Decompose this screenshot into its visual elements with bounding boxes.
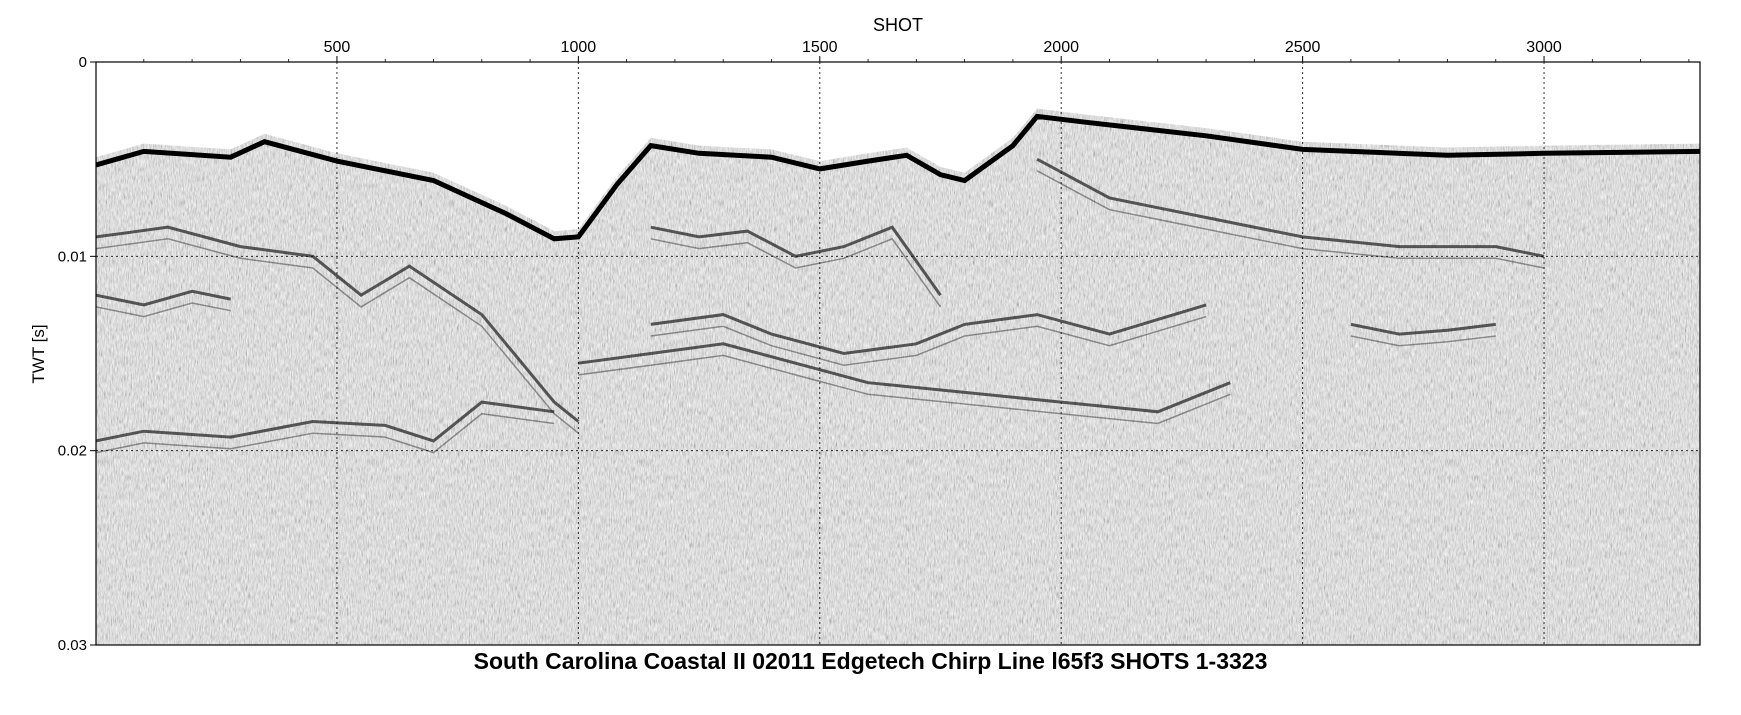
subbottom-reflector-3 bbox=[96, 400, 555, 443]
subbottom-reflector-6 bbox=[578, 342, 1231, 414]
subbottom-reflector-2-echo bbox=[96, 302, 231, 318]
subbottom-reflector-4 bbox=[650, 225, 942, 297]
x-tick-label-500: 500 bbox=[324, 39, 351, 56]
subbottom-reflector-1-echo bbox=[96, 238, 579, 434]
grid-layer bbox=[96, 62, 1700, 645]
reflector-layer bbox=[96, 157, 1545, 454]
subbottom-reflector-8 bbox=[1350, 322, 1496, 336]
subbottom-reflector-4-echo bbox=[650, 237, 942, 308]
y-tick-label-3: 0.03 bbox=[58, 637, 87, 654]
x-axis-title: SHOT bbox=[873, 15, 923, 35]
chart-title: South Carolina Coastal II 02011 Edgetech… bbox=[473, 648, 1268, 674]
x-tick-label-1000: 1000 bbox=[561, 39, 597, 56]
subbottom-reflector-1 bbox=[96, 225, 580, 423]
y-tick-label-1: 0.01 bbox=[58, 248, 87, 265]
subbottom-reflector-5-echo bbox=[650, 315, 1207, 366]
subbottom-reflector-3-echo bbox=[96, 412, 555, 454]
x-ticks: 500 1000 1500 2000 2500 3000 bbox=[143, 39, 1690, 62]
x-tick-label-3000: 3000 bbox=[1526, 39, 1562, 56]
seafloor-reflector bbox=[96, 113, 1700, 242]
x-tick-label-2000: 2000 bbox=[1043, 39, 1079, 56]
subbottom-reflector-7 bbox=[1036, 157, 1545, 258]
y-tick-label-2: 0.02 bbox=[58, 443, 87, 460]
water-column-mask bbox=[96, 62, 1700, 232]
subbottom-reflector-6-echo bbox=[578, 354, 1231, 425]
subbottom-reflector-5 bbox=[650, 303, 1207, 356]
plot-frame bbox=[95, 61, 1701, 646]
subbottom-reflector-2 bbox=[96, 289, 231, 307]
x-tick-label-2500: 2500 bbox=[1285, 39, 1321, 56]
plot-area bbox=[96, 62, 1700, 645]
x-tick-label-1500: 1500 bbox=[802, 39, 838, 56]
y-tick-label-0: 0 bbox=[79, 54, 87, 71]
y-axis-title: TWT [s] bbox=[29, 324, 48, 383]
y-ticks: 0 0.01 0.02 0.03 bbox=[58, 54, 96, 654]
seismic-noise-overlay bbox=[96, 62, 1700, 645]
subbottom-reflector-8-echo bbox=[1350, 335, 1496, 347]
